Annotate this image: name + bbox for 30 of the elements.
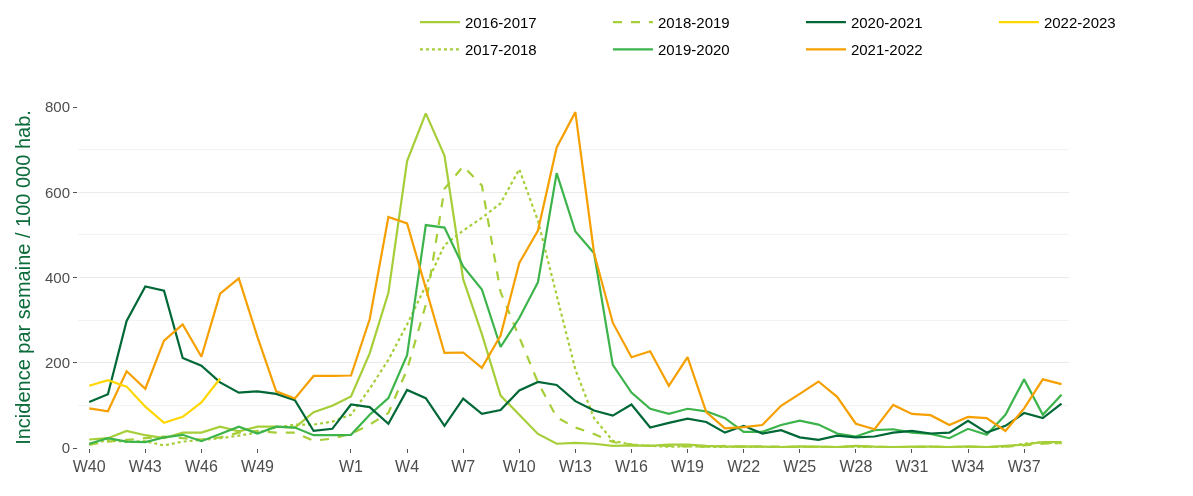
x-tick-label: W49	[241, 458, 275, 476]
x-tick-label: W16	[615, 458, 649, 476]
x-tick-label: W4	[395, 458, 420, 476]
x-tick-label: W25	[783, 458, 817, 476]
y-tick-label: 600	[44, 183, 70, 201]
x-tick-label: W22	[727, 458, 761, 476]
x-tick-label: W37	[1007, 458, 1041, 476]
legend-label: 2021-2022	[850, 41, 923, 59]
x-tick-label: W34	[951, 458, 985, 476]
legend-label: 2018-2019	[657, 13, 730, 31]
y-tick-label: 0	[61, 439, 70, 457]
legend-label: 2016-2017	[464, 13, 537, 31]
y-tick-label: 200	[44, 354, 70, 371]
x-tick-label: W10	[502, 458, 536, 476]
x-tick-label: W40	[72, 458, 106, 476]
legend-label: 2022-2023	[1043, 13, 1116, 31]
y-tick-label: 800	[44, 98, 70, 116]
legend-label: 2020-2021	[850, 13, 923, 31]
x-tick-label: W43	[128, 458, 162, 476]
x-tick-label: W1	[338, 458, 364, 476]
legend-label: 2019-2020	[657, 41, 730, 59]
x-tick-label: W13	[558, 458, 592, 476]
x-tick-label: W19	[671, 458, 705, 476]
x-tick-label: W28	[839, 458, 873, 476]
legend-label: 2017-2018	[464, 41, 537, 59]
x-tick-label: W7	[451, 458, 476, 476]
y-axis-title: Incidence par semaine / 100 000 hab.	[12, 110, 35, 445]
y-tick-label: 400	[44, 268, 70, 286]
x-tick-label: W31	[895, 458, 929, 476]
x-tick-label: W46	[184, 458, 218, 476]
